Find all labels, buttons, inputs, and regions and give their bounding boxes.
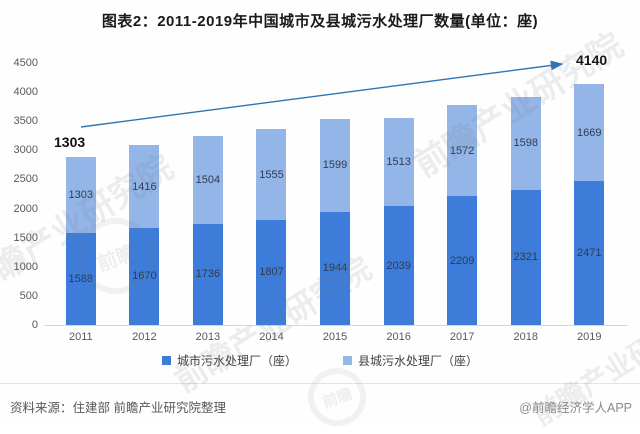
county-value-label: 1504 [195, 174, 221, 187]
annotation-end-value: 4140 [576, 52, 608, 68]
legend-label: 城市污水处理厂（座） [176, 354, 297, 368]
city-value-label: 2471 [577, 247, 602, 260]
plot-area: 1303 1588 1416 1670 1504 1736 1555 1807 1599 1944… [49, 63, 621, 325]
county-value-label: 1303 [68, 188, 94, 201]
city-bar-segment: 1588 [65, 232, 96, 325]
y-axis-tick-label: 2500 [13, 173, 38, 186]
source-text: 资料来源：住建部 前瞻产业研究院整理 [10, 401, 226, 415]
x-axis-label: 2019 [577, 331, 602, 343]
county-value-label: 1598 [513, 137, 538, 150]
chart-title: 图表2：2011-2019年中国城市及县城污水处理厂数量(单位：座) [101, 13, 539, 30]
bar-column-2017: 1572 2209 [430, 63, 494, 325]
county-bar-segment: 1513 [383, 118, 414, 207]
bar-column-2016: 1513 2039 [367, 63, 431, 325]
y-axis-tick-label: 3500 [13, 115, 38, 128]
county-value-label: 1513 [386, 156, 411, 169]
legend-swatch [161, 356, 171, 365]
county-bar-segment: 1555 [256, 129, 287, 220]
county-value-label: 1416 [132, 180, 157, 193]
y-axis-tick-label: 1500 [13, 231, 38, 244]
county-bar-segment: 1416 [129, 145, 160, 228]
bar-column-2018: 1598 2321 [494, 63, 558, 325]
city-value-label: 1807 [259, 266, 284, 279]
city-bar-segment: 1670 [129, 227, 160, 325]
y-axis-tick-label: 4500 [13, 57, 38, 69]
x-axis-line [44, 325, 628, 326]
x-axis-labels: 2011 2012 2013 2014 2015 2016 2017 2018 2019 [49, 331, 621, 343]
credit-text: @前瞻经济学人APP [519, 401, 632, 415]
county-value-label: 1599 [322, 159, 348, 172]
legend-item: 城市污水处理厂（座） [161, 352, 297, 369]
county-bar-segment: 1598 [510, 96, 541, 190]
bar-column-2014: 1555 1807 [240, 63, 304, 325]
x-axis-label: 2014 [259, 331, 284, 343]
city-value-label: 1944 [322, 262, 348, 275]
y-axis-tick-label: 3000 [13, 144, 38, 157]
x-axis-label: 2011 [68, 331, 93, 343]
y-axis-tick-label: 500 [19, 289, 38, 302]
city-bar-segment: 1736 [192, 223, 223, 325]
bar-column-2013: 1504 1736 [176, 63, 240, 325]
city-bar-segment: 1807 [256, 219, 287, 325]
x-axis-label: 2016 [386, 331, 411, 343]
city-bar-segment: 1944 [320, 211, 351, 325]
bar-column-2011: 1303 1588 [49, 63, 113, 325]
legend-label: 县城污水处理厂（座） [358, 354, 479, 368]
city-value-label: 1588 [68, 272, 94, 285]
city-value-label: 2209 [449, 254, 475, 267]
legend: 城市污水处理厂（座） 县城污水处理厂（座） [0, 352, 640, 369]
city-bar-segment: 2471 [574, 181, 605, 325]
city-value-label: 2039 [386, 259, 411, 272]
city-value-label: 1670 [132, 270, 157, 283]
legend-item: 县城污水处理厂（座） [343, 352, 478, 369]
legend-swatch [343, 356, 352, 365]
y-axis-tick-label: 1000 [13, 260, 38, 273]
x-axis-label: 2013 [195, 331, 221, 343]
city-value-label: 1736 [195, 268, 221, 281]
footer-divider [0, 383, 640, 384]
annotation-start-value: 1303 [54, 134, 86, 150]
x-axis-label: 2018 [513, 331, 538, 343]
x-axis-label: 2012 [132, 331, 157, 343]
county-bar-segment: 1303 [65, 156, 96, 233]
y-axis-tick-label: 4000 [13, 86, 38, 99]
city-bar-segment: 2039 [383, 206, 414, 325]
bar-column-2012: 1416 1670 [113, 63, 177, 325]
x-axis-label: 2017 [449, 331, 475, 343]
county-value-label: 1572 [449, 144, 475, 157]
watermark-logo: 前瞻 [299, 359, 375, 434]
bar-column-2015: 1599 1944 [303, 63, 367, 325]
county-bar-segment: 1599 [320, 118, 351, 212]
city-bar-segment: 2321 [510, 189, 541, 325]
county-bar-segment: 1669 [574, 83, 605, 182]
y-axis-tick-label: 2000 [13, 202, 38, 215]
city-value-label: 2321 [513, 251, 538, 264]
x-axis-label: 2015 [322, 331, 348, 343]
county-value-label: 1555 [259, 168, 284, 181]
y-axis-tick-label: 0 [31, 319, 38, 331]
county-bar-segment: 1504 [192, 136, 223, 224]
county-value-label: 1669 [577, 126, 602, 139]
city-bar-segment: 2209 [447, 196, 478, 325]
county-bar-segment: 1572 [447, 104, 478, 197]
bar-column-2019: 1669 2471 [558, 63, 622, 325]
